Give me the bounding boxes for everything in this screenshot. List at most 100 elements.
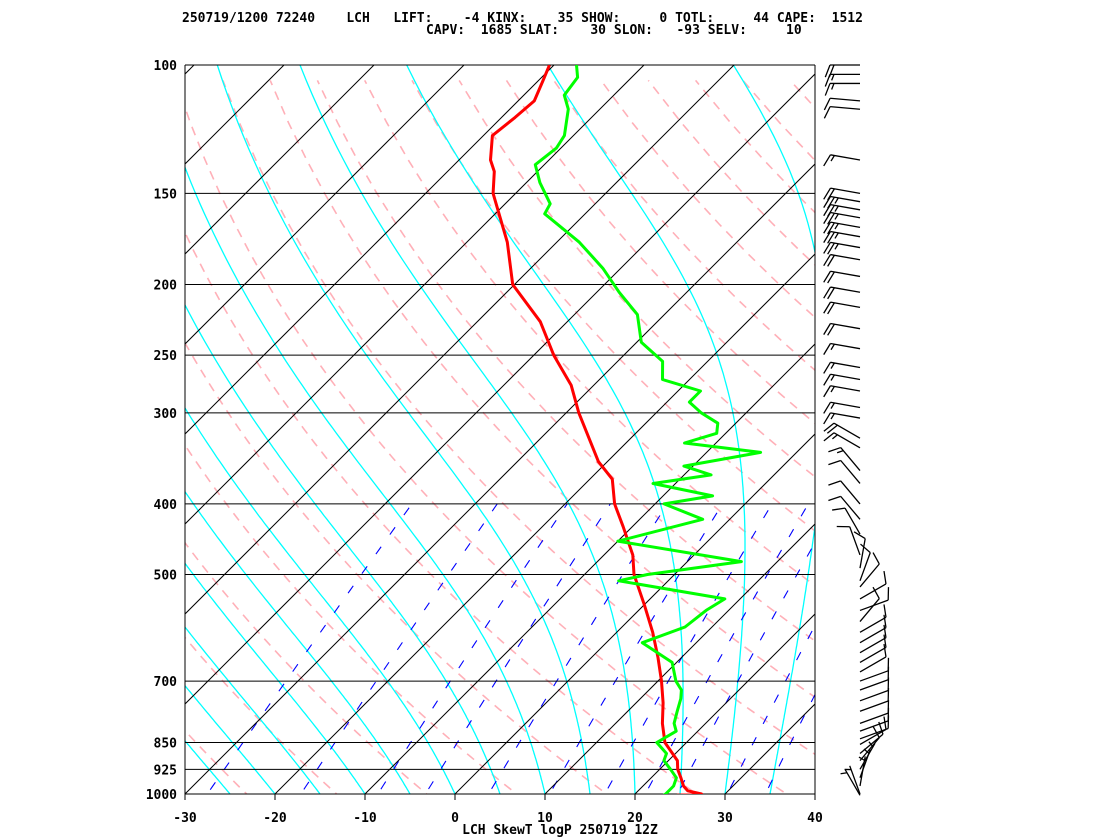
dry-adiabat [742, 79, 815, 162]
wind-barb [859, 624, 887, 654]
temperature-tick-labels: -30 -20 -10 0 10 20 30 40 [173, 794, 823, 826]
wind-barb-flag [823, 254, 832, 267]
wind-barb-flag [830, 362, 835, 369]
moist-adiabat [185, 406, 456, 794]
wind-barb-flag [823, 187, 832, 200]
mixing-ratio-line [764, 693, 815, 794]
wind-barb [859, 614, 887, 644]
isobars [184, 64, 816, 795]
isotherm [995, 65, 1120, 794]
wind-barb-flag [823, 242, 832, 254]
wind-barb-flag [823, 97, 831, 111]
wind-barb-flag [826, 424, 838, 434]
wind-barb [859, 687, 890, 712]
wind-barb [823, 322, 861, 336]
wind-barb-flag [824, 64, 831, 78]
wind-barb-flag [872, 552, 880, 565]
wind-barb-staff [859, 670, 889, 682]
wind-barb-staff [830, 105, 861, 110]
moist-adiabat [814, 791, 815, 794]
pressure-tick-label: 700 [154, 675, 178, 690]
wind-barb-flag [823, 432, 835, 442]
wind-barb-flag [831, 74, 835, 81]
dry-adiabat [222, 80, 815, 756]
wind-barb-staff [859, 756, 866, 787]
wind-barb [859, 666, 890, 691]
wind-barb-staff [859, 737, 880, 762]
moist-adiabat [185, 739, 231, 794]
wind-barb [828, 446, 861, 471]
wind-barb-staff [844, 507, 861, 535]
header-line-2: CAPV: 1685 SLAT: 30 SLON: -93 SELV: 10 [426, 23, 802, 38]
wind-barb-flag [830, 155, 835, 162]
isotherm [185, 65, 735, 615]
wind-barb [828, 495, 861, 520]
wind-barb-flag [823, 385, 832, 398]
dry-adiabat [185, 636, 338, 794]
wind-barb [828, 480, 861, 505]
wind-barb [823, 301, 861, 315]
pressure-tick-label: 925 [154, 763, 177, 778]
mixing-ratio-line [726, 624, 815, 794]
wind-barb-staff [859, 583, 887, 600]
wind-barb-flag [883, 624, 887, 638]
wind-barb [823, 373, 861, 386]
temperature-tick-label: -10 [353, 811, 377, 826]
wind-barb-staff [840, 447, 861, 471]
wind-barb-staff [830, 342, 861, 350]
wind-barb-flag [868, 741, 874, 748]
wind-barb-flag [823, 154, 832, 167]
isotherm [185, 73, 815, 705]
wind-barb [823, 221, 861, 235]
wind-barb-staff [830, 373, 861, 381]
pressure-tick-label: 200 [154, 278, 178, 293]
wind-barb-staff [830, 241, 861, 249]
wind-barb-flag [827, 242, 835, 255]
wind-barb [823, 361, 861, 374]
dry-adiabats [185, 79, 1120, 809]
isotherm [814, 793, 815, 794]
dry-adiabat [269, 80, 815, 699]
wind-barb [859, 586, 880, 622]
wind-barb-flag [830, 402, 835, 409]
wind-barb-flag [830, 413, 835, 420]
isotherm [185, 65, 285, 165]
moist-adiabat [185, 684, 276, 794]
wind-barb-flag [883, 570, 887, 585]
wind-barb [859, 748, 871, 778]
mixing-ratio-line [300, 503, 498, 794]
wind-barb-flag [878, 721, 884, 735]
moist-adiabat [185, 490, 411, 794]
wind-barb-flag [827, 231, 835, 244]
wind-barb [859, 725, 880, 762]
wind-barb-staff [830, 401, 861, 409]
wind-barb-flag [834, 223, 839, 230]
mixing-ratio-line [487, 503, 668, 794]
wind-barb-flag [823, 301, 832, 314]
dry-adiabat [185, 541, 428, 794]
wind-barb-flag [828, 459, 841, 466]
wind-barb-flag [827, 212, 835, 225]
wind-barb-flag [823, 373, 832, 386]
isotherm [185, 65, 645, 525]
dry-adiabat [458, 79, 815, 478]
wind-barb-staff [830, 322, 861, 330]
wind-barb-staff [830, 412, 861, 419]
profiles [489, 65, 763, 794]
wind-barb [859, 552, 880, 588]
wind-barb-staff [859, 552, 871, 582]
dry-adiabat [837, 80, 1120, 809]
wind-barb-flag [824, 83, 831, 96]
wind-barb-flag [823, 106, 831, 119]
wind-barb-staff [859, 616, 887, 633]
wind-barb-flag [823, 361, 832, 374]
wind-barb-flag [828, 480, 841, 486]
wind-barb [828, 459, 861, 484]
wind-barb [823, 401, 861, 414]
wind-barb-staff [830, 286, 861, 293]
wind-barb [823, 432, 861, 449]
wind-barb-staff [859, 700, 889, 712]
wind-barb [823, 422, 861, 439]
wind-barb-staff [830, 230, 861, 238]
wind-barb-staff [849, 765, 861, 795]
